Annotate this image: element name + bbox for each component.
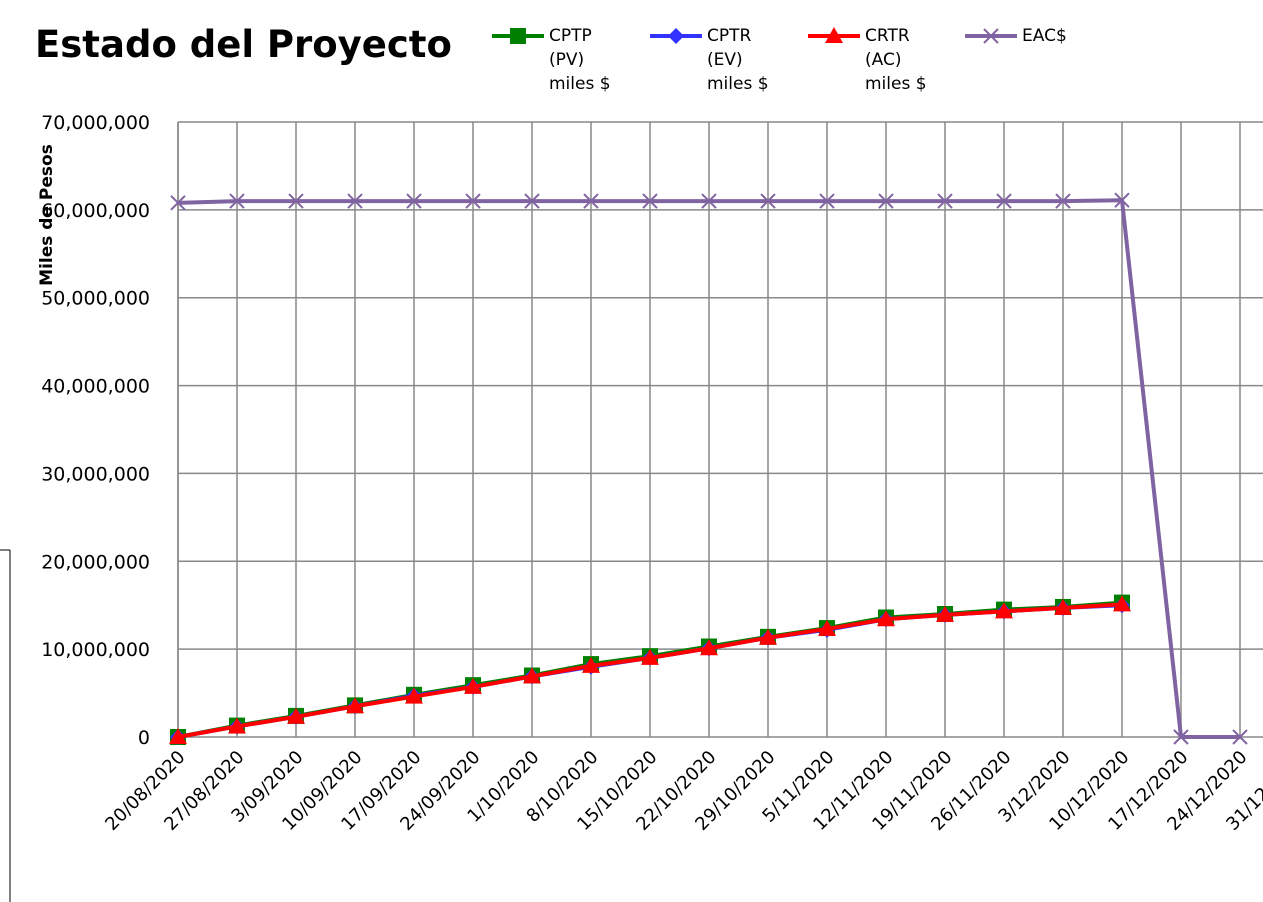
- legend-label: CPTP (PV) miles $: [549, 26, 611, 94]
- y-tick-label: 0: [138, 727, 150, 749]
- legend-label: CPTR (EV) miles $: [707, 26, 769, 94]
- marker: [983, 28, 999, 44]
- marker: [825, 27, 843, 43]
- marker: [346, 697, 364, 714]
- marker: [819, 193, 835, 209]
- legend-label: EAC$: [1022, 26, 1067, 46]
- marker: [1232, 729, 1248, 745]
- marker: [1054, 598, 1072, 615]
- marker: [464, 677, 482, 694]
- marker: [760, 193, 776, 209]
- marker: [759, 628, 777, 645]
- marker: [228, 717, 246, 734]
- marker: [642, 193, 658, 209]
- marker: [668, 28, 684, 44]
- marker: [641, 648, 659, 665]
- chart-title: Estado del Proyecto: [35, 23, 452, 66]
- marker: [170, 195, 186, 211]
- y-tick-label: 60,000,000: [41, 200, 150, 222]
- marker: [523, 667, 541, 684]
- y-tick-label: 20,000,000: [41, 551, 150, 573]
- marker: [877, 610, 895, 627]
- marker: [465, 193, 481, 209]
- marker: [288, 193, 304, 209]
- y-tick-label: 70,000,000: [41, 112, 150, 134]
- marker: [936, 605, 954, 622]
- marker: [582, 656, 600, 673]
- marker: [347, 193, 363, 209]
- marker: [995, 602, 1013, 619]
- marker: [700, 639, 718, 656]
- marker: [169, 728, 187, 744]
- y-tick-label: 10,000,000: [41, 639, 150, 661]
- marker: [1114, 192, 1130, 208]
- legend-label: CRTR (AC) miles $: [865, 26, 927, 94]
- y-axis-label: Miles de Pesos: [37, 144, 57, 286]
- marker: [1113, 595, 1131, 612]
- marker: [229, 193, 245, 209]
- marker: [701, 193, 717, 209]
- marker: [406, 193, 422, 209]
- marker: [287, 707, 305, 724]
- y-tick-label: 40,000,000: [41, 376, 150, 398]
- marker: [524, 193, 540, 209]
- marker: [405, 687, 423, 704]
- marker: [1173, 729, 1189, 745]
- marker: [937, 193, 953, 209]
- y-tick-label: 50,000,000: [41, 288, 150, 310]
- marker: [818, 619, 836, 636]
- y-tick-label: 30,000,000: [41, 463, 150, 485]
- marker: [996, 193, 1012, 209]
- marker: [583, 193, 599, 209]
- marker: [1055, 193, 1071, 209]
- marker: [510, 28, 526, 44]
- marker: [878, 193, 894, 209]
